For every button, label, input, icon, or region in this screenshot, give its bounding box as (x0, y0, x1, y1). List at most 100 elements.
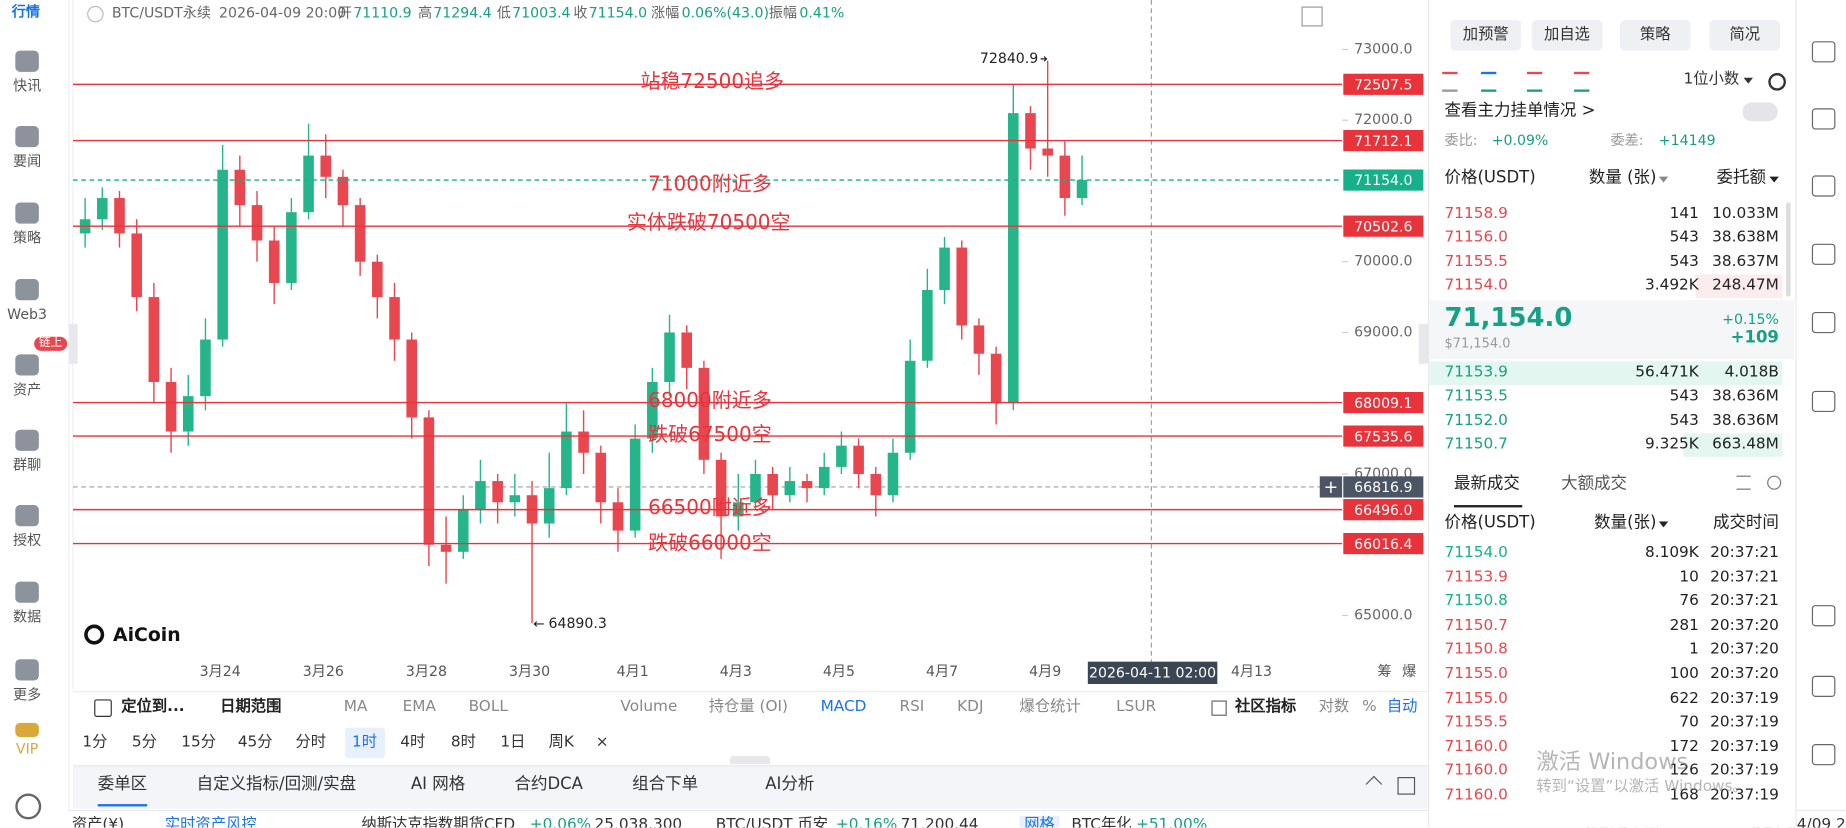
indicator[interactable]: 定位到... (121, 698, 185, 716)
indicator[interactable]: BOLL (468, 698, 508, 716)
tool-icon[interactable] (1811, 41, 1836, 63)
toolbar-fold (729, 755, 770, 765)
indicator[interactable]: 对数 (1318, 698, 1350, 716)
sidebar-item[interactable]: 资产 (12, 380, 42, 398)
trade-time: 20:37:20 (1710, 640, 1779, 659)
candle-body (286, 212, 297, 283)
sidebar-item[interactable]: 更多 (12, 685, 42, 703)
button[interactable]: 加自选 (1544, 25, 1590, 44)
sidebar-item[interactable]: Web3 (7, 305, 47, 323)
x-tick-label: 3月28 (406, 664, 447, 680)
collapse-handle (1418, 323, 1429, 364)
sidebar-item[interactable]: 快讯 (12, 77, 42, 94)
sidebar-item[interactable]: 行情 (11, 2, 41, 20)
sidebar-icon[interactable] (15, 125, 39, 148)
trade-time: 20:37:21 (1710, 543, 1779, 562)
sidebar-item[interactable]: 授权 (12, 531, 42, 549)
button[interactable]: 加预警 (1462, 25, 1509, 44)
interval[interactable]: 1日 (500, 733, 526, 752)
button[interactable]: 策略 (1639, 25, 1671, 44)
indicator[interactable]: EMA (402, 698, 436, 716)
price: 71150.7 (1444, 436, 1508, 454)
book-mode-icon[interactable] (1526, 71, 1543, 92)
trade-price: 71160.0 (1444, 762, 1508, 780)
gear[interactable] (1768, 72, 1786, 91)
book-mode-icon[interactable] (1481, 71, 1497, 92)
book-mode-icon[interactable] (1442, 71, 1458, 92)
indicator[interactable]: 爆仓统计 (1019, 698, 1081, 716)
interval[interactable]: × (595, 733, 609, 752)
button-bg[interactable] (1619, 20, 1691, 51)
tool-icon[interactable] (1811, 243, 1836, 265)
bottom-tab[interactable]: 委单区 (97, 775, 148, 794)
interval[interactable]: 5分 (131, 733, 157, 752)
x-tick-label: 4月3 (720, 664, 752, 680)
interval[interactable]: 1时 (352, 733, 378, 752)
trade-time: 20:37:21 (1710, 568, 1779, 586)
indicator[interactable]: LSUR (1116, 698, 1157, 716)
indicator[interactable]: 自动 (1386, 698, 1418, 716)
sidebar-item[interactable]: 策略 (12, 229, 42, 246)
indicator[interactable]: % (1362, 698, 1377, 716)
interval[interactable]: 分时 (295, 733, 327, 752)
precision[interactable]: 1位小数 (1683, 70, 1740, 89)
trade-tab[interactable]: 最新成交 (1453, 474, 1520, 494)
last-price: 71,154.0 (1444, 304, 1573, 334)
sidebar-icon[interactable] (15, 505, 39, 527)
button-bg[interactable] (1450, 20, 1522, 51)
tool-icon[interactable] (1811, 175, 1836, 197)
interval[interactable]: 4时 (400, 733, 426, 752)
sidebar-icon[interactable] (15, 354, 39, 376)
sidebar-item[interactable]: VIP (15, 739, 39, 757)
sidebar-icon[interactable] (15, 659, 39, 681)
sidebar-icon[interactable] (15, 722, 39, 737)
candle-body (664, 332, 675, 383)
interval[interactable]: 15分 (181, 733, 217, 752)
indicator[interactable]: Volume (620, 698, 678, 716)
interval[interactable]: 周K (548, 733, 574, 752)
sidebar-item[interactable]: 要闻 (12, 152, 42, 169)
button-bg[interactable] (1709, 20, 1781, 51)
bottom-tab[interactable]: 自定义指标/回测/实盘 (196, 775, 357, 794)
annotation: 跌破66000空 (648, 530, 772, 554)
sidebar-icon[interactable] (15, 429, 39, 451)
trade-time: 20:37:19 (1710, 737, 1779, 756)
bottom-tab[interactable]: 组合下单 (632, 775, 699, 794)
bottom-tab[interactable]: AI分析 (765, 775, 815, 794)
indicator[interactable]: MA (343, 698, 368, 716)
interval[interactable]: 8时 (450, 733, 476, 752)
indicator[interactable]: 日期范围 (220, 698, 282, 716)
filter-icon[interactable] (1736, 475, 1751, 490)
indicator[interactable]: 社区指标 (1234, 698, 1297, 716)
main-orders[interactable]: 查看主力挂单情况 > (1444, 101, 1596, 121)
bottom-tab[interactable]: AI 网格 (410, 775, 466, 794)
interval[interactable]: 1分 (82, 733, 108, 752)
tool-icon[interactable] (1811, 108, 1836, 130)
sidebar-icon[interactable] (15, 202, 39, 224)
indicator[interactable]: KDJ (957, 698, 984, 716)
tool-icon[interactable] (1811, 390, 1836, 413)
indicator[interactable]: MACD (820, 698, 867, 716)
settings-icon[interactable] (15, 793, 42, 820)
book-mode-icon[interactable] (1574, 71, 1590, 92)
tool-icon[interactable] (1811, 675, 1836, 697)
trade-tab[interactable]: 大额成交 (1561, 474, 1628, 494)
crosshair-time: 2026-04-11 02:00 (1089, 665, 1216, 681)
sidebar-icon[interactable] (15, 279, 39, 301)
interval[interactable]: 45分 (237, 733, 273, 752)
level-label: 70502.6 (1354, 219, 1412, 235)
button[interactable]: 简况 (1729, 25, 1761, 44)
bottom-tab[interactable]: 合约DCA (514, 775, 583, 794)
gear[interactable] (1767, 475, 1782, 490)
sidebar-item[interactable]: 数据 (12, 608, 42, 625)
sidebar-item[interactable]: 群聊 (12, 456, 42, 473)
tool-icon[interactable] (1811, 605, 1836, 627)
indicator[interactable]: RSI (899, 698, 925, 716)
tool-icon[interactable] (1811, 311, 1836, 334)
toggle[interactable] (1742, 102, 1778, 122)
sidebar-icon[interactable] (15, 581, 39, 603)
indicator[interactable]: 持仓量 (OI) (708, 698, 789, 716)
sidebar-icon[interactable] (15, 50, 39, 72)
tool-icon[interactable] (1811, 744, 1836, 766)
button-bg[interactable] (1531, 20, 1603, 51)
